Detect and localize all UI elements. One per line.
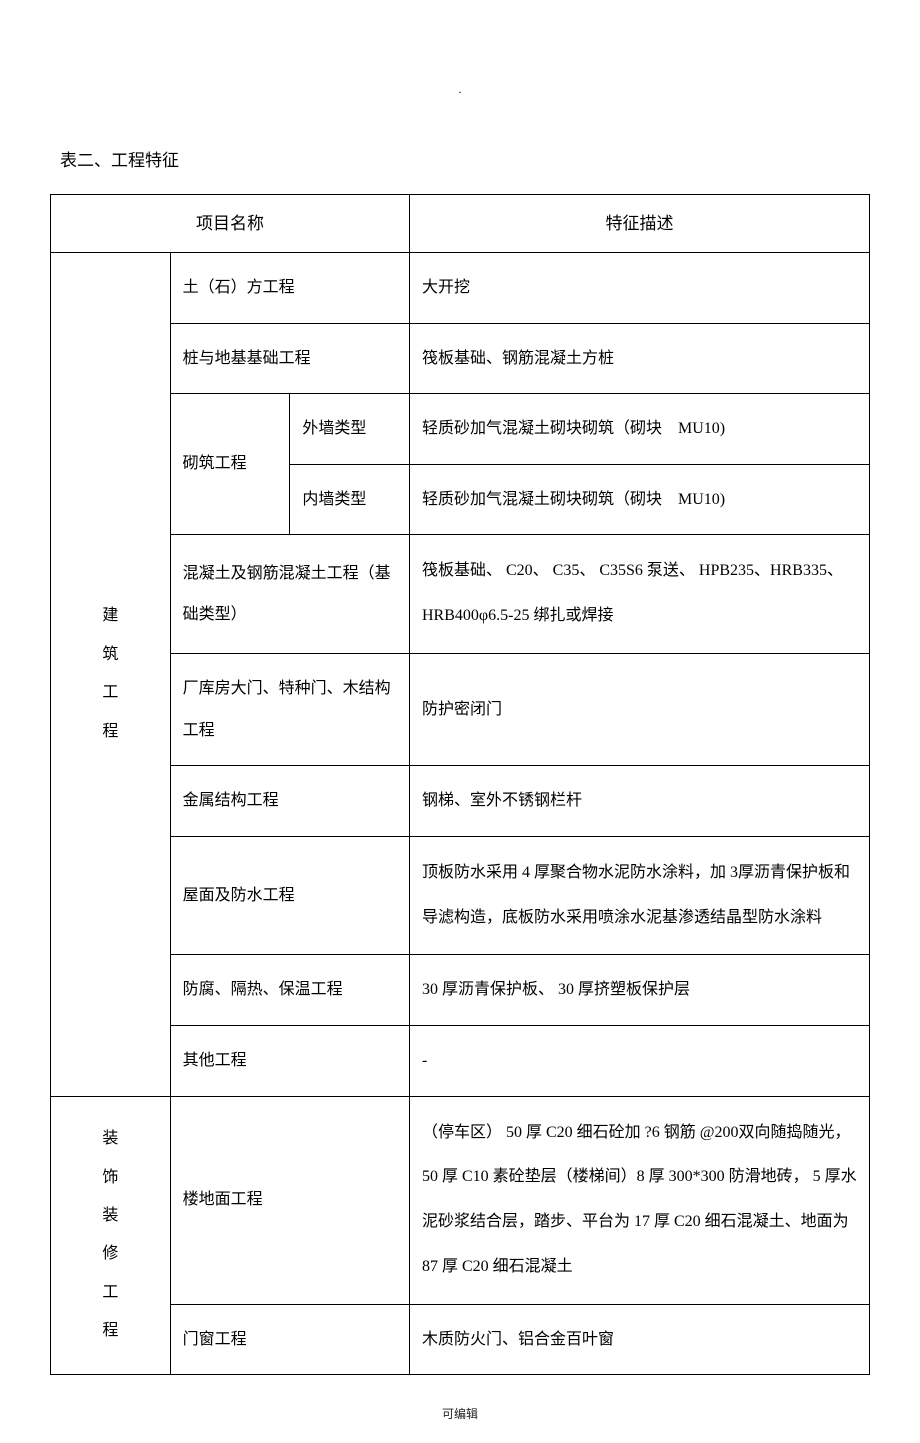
- item-desc: 筏板基础、 C20、 C35、 C35S6 泵送、 HPB235、HRB335、…: [410, 535, 870, 654]
- item-name: 门窗工程: [170, 1304, 409, 1375]
- item-name: 土（石）方工程: [170, 253, 409, 324]
- item-desc: 大开挖: [410, 253, 870, 324]
- table-row: 建筑工程 土（石）方工程 大开挖: [51, 253, 870, 324]
- page-footer: 可编辑: [0, 1375, 920, 1443]
- specification-table: 项目名称 特征描述 建筑工程 土（石）方工程 大开挖 桩与地基基础工程 筏板基础…: [50, 194, 870, 1376]
- item-name: 厂库房大门、特种门、木结构工程: [170, 653, 409, 765]
- item-name: 金属结构工程: [170, 766, 409, 837]
- item-name: 防腐、隔热、保温工程: [170, 955, 409, 1026]
- table-row: 砌筑工程 外墙类型 轻质砂加气混凝土砌块砌筑（砌块 MU10): [51, 394, 870, 465]
- item-desc: -: [410, 1025, 870, 1096]
- item-sub: 外墙类型: [290, 394, 410, 465]
- item-desc: 防护密闭门: [410, 653, 870, 765]
- category-decoration-label: 装饰装修工程: [102, 1120, 118, 1350]
- table-row: 金属结构工程 钢梯、室外不锈钢栏杆: [51, 766, 870, 837]
- item-desc: 顶板防水采用 4 厚聚合物水泥防水涂料，加 3厚沥青保护板和导滤构造，底板防水采…: [410, 836, 870, 955]
- item-desc: 轻质砂加气混凝土砌块砌筑（砌块 MU10): [410, 464, 870, 535]
- item-name: 屋面及防水工程: [170, 836, 409, 955]
- item-desc: 木质防火门、铝合金百叶窗: [410, 1304, 870, 1375]
- category-decoration: 装饰装修工程: [51, 1096, 171, 1375]
- table-row: 防腐、隔热、保温工程 30 厚沥青保护板、 30 厚挤塑板保护层: [51, 955, 870, 1026]
- item-desc: 30 厚沥青保护板、 30 厚挤塑板保护层: [410, 955, 870, 1026]
- table-row: 混凝土及钢筋混凝土工程（基础类型） 筏板基础、 C20、 C35、 C35S6 …: [51, 535, 870, 654]
- header-name: 项目名称: [51, 194, 410, 253]
- item-desc: 轻质砂加气混凝土砌块砌筑（砌块 MU10): [410, 394, 870, 465]
- table-row: 装饰装修工程 楼地面工程 （停车区） 50 厚 C20 细石砼加 ?6 钢筋 @…: [51, 1096, 870, 1304]
- item-name: 桩与地基基础工程: [170, 323, 409, 394]
- table-row: 桩与地基基础工程 筏板基础、钢筋混凝土方桩: [51, 323, 870, 394]
- item-sub: 内墙类型: [290, 464, 410, 535]
- table-header-row: 项目名称 特征描述: [51, 194, 870, 253]
- table-row: 屋面及防水工程 顶板防水采用 4 厚聚合物水泥防水涂料，加 3厚沥青保护板和导滤…: [51, 836, 870, 955]
- item-desc: （停车区） 50 厚 C20 细石砼加 ?6 钢筋 @200双向随捣随光， 50…: [410, 1096, 870, 1304]
- item-name: 混凝土及钢筋混凝土工程（基础类型）: [170, 535, 409, 654]
- header-desc: 特征描述: [410, 194, 870, 253]
- table-row: 其他工程 -: [51, 1025, 870, 1096]
- category-building: 建筑工程: [51, 253, 171, 1097]
- table-title: 表二、工程特征: [0, 98, 920, 194]
- item-desc: 筏板基础、钢筋混凝土方桩: [410, 323, 870, 394]
- table-row: 厂库房大门、特种门、木结构工程 防护密闭门: [51, 653, 870, 765]
- item-name: 其他工程: [170, 1025, 409, 1096]
- table-row: 门窗工程 木质防火门、铝合金百叶窗: [51, 1304, 870, 1375]
- item-name: 砌筑工程: [170, 394, 290, 535]
- category-building-label: 建筑工程: [102, 597, 118, 751]
- item-desc: 钢梯、室外不锈钢栏杆: [410, 766, 870, 837]
- page-top-mark: .: [0, 0, 920, 98]
- item-name: 楼地面工程: [170, 1096, 409, 1304]
